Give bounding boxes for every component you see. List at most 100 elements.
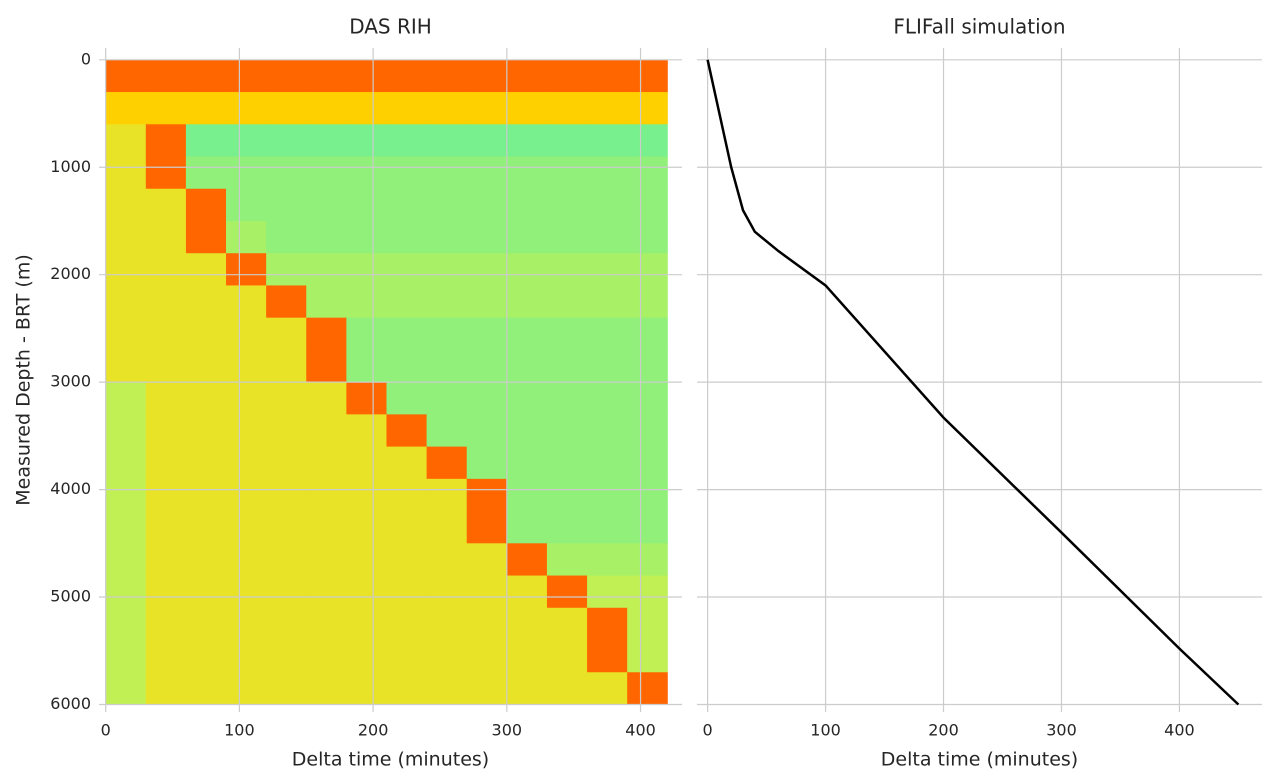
heatmap-cell: [266, 640, 307, 673]
heatmap-cell: [466, 220, 508, 254]
heatmap-cell: [386, 446, 428, 480]
heatmap-cell: [546, 511, 588, 544]
heatmap-cell: [266, 672, 307, 705]
heatmap-cell: [386, 188, 428, 222]
heatmap-cell: [105, 672, 147, 705]
heatmap-cell: [426, 253, 468, 286]
heatmap-cell: [587, 543, 628, 577]
heatmap-cell: [266, 478, 307, 512]
heatmap-cell: [546, 382, 588, 415]
heatmap-cell: [386, 59, 428, 93]
heatmap-cell: [627, 253, 668, 286]
y-tick-label: 2000: [50, 264, 91, 283]
heatmap-cell: [185, 511, 227, 544]
heatmap-cell: [386, 317, 428, 351]
heatmap-cell: [587, 317, 628, 351]
heatmap-cell: [105, 188, 147, 222]
heatmap-cell: [627, 188, 668, 222]
heatmap-cell: [226, 317, 267, 351]
heatmap-cell: [587, 607, 628, 641]
heatmap-cell: [306, 59, 347, 93]
heatmap-cell: [587, 124, 628, 158]
heatmap-cell: [185, 124, 227, 158]
heatmap-cell: [226, 478, 267, 512]
heatmap-cell: [627, 156, 668, 190]
heatmap-cell: [546, 92, 588, 125]
heatmap-cell: [145, 382, 187, 415]
heatmap-cell: [306, 511, 347, 544]
heatmap-cell: [105, 220, 147, 254]
heatmap-cell: [185, 446, 227, 480]
heatmap-cell: [627, 220, 668, 254]
heatmap-cell: [627, 285, 668, 319]
chart-title: FLIFall simulation: [893, 15, 1065, 39]
heatmap-cell: [185, 188, 227, 222]
heatmap-cell: [506, 511, 548, 544]
heatmap-cell: [466, 156, 508, 190]
heatmap-cell: [546, 317, 588, 351]
heatmap-cell: [466, 446, 508, 480]
heatmap-cell: [226, 156, 267, 190]
heatmap-cell: [587, 672, 628, 705]
heatmap-cell: [185, 285, 227, 319]
heatmap-cell: [226, 59, 267, 93]
heatmap-cell: [546, 640, 588, 673]
heatmap-cell: [145, 414, 187, 448]
heatmap-cell: [226, 575, 267, 609]
heatmap-cell: [346, 253, 387, 286]
heatmap-cell: [266, 188, 307, 222]
heatmap-cell: [466, 124, 508, 158]
heatmap-cell: [105, 59, 147, 93]
heatmap-cell: [587, 478, 628, 512]
heatmap-cell: [346, 188, 387, 222]
heatmap-cell: [627, 446, 668, 480]
heatmap-cell: [386, 220, 428, 254]
heatmap-cell: [226, 607, 267, 641]
heatmap-cell: [466, 317, 508, 351]
heatmap-cell: [266, 382, 307, 415]
heatmap-cell: [466, 607, 508, 641]
heatmap-cell: [426, 156, 468, 190]
heatmap-cell: [386, 156, 428, 190]
heatmap-cell: [185, 59, 227, 93]
heatmap-cell: [145, 188, 187, 222]
heatmap-cell: [386, 607, 428, 641]
heatmap-cell: [105, 607, 147, 641]
heatmap-cell: [627, 59, 668, 93]
heatmap-cell: [546, 414, 588, 448]
heatmap-cell: [346, 382, 387, 415]
heatmap-cell: [386, 478, 428, 512]
heatmap-cell: [506, 640, 548, 673]
heatmap-cell: [185, 414, 227, 448]
heatmap-cell: [426, 640, 468, 673]
heatmap-cell: [346, 446, 387, 480]
heatmap-cell: [587, 414, 628, 448]
heatmap-cell: [506, 156, 548, 190]
heatmap-cell: [506, 253, 548, 286]
x-axis-label: Delta time (minutes): [881, 749, 1078, 771]
heatmap-cell: [506, 543, 548, 577]
heatmap-cell: [346, 92, 387, 125]
heatmap-cell: [587, 92, 628, 125]
heatmap-cell: [466, 575, 508, 609]
y-tick-label: 0: [81, 49, 91, 68]
heatmap-cell: [266, 543, 307, 577]
heatmap-cell: [546, 607, 588, 641]
heatmap-cell: [627, 414, 668, 448]
heatmap-cell: [386, 349, 428, 383]
heatmap-cell: [627, 607, 668, 641]
heatmap-cell: [226, 285, 267, 319]
heatmap-cell: [105, 382, 147, 415]
heatmap-cell: [105, 511, 147, 544]
heatmap-cell: [627, 543, 668, 577]
heatmap-cell: [306, 575, 347, 609]
heatmap-cell: [266, 124, 307, 158]
x-tick-label: 0: [703, 721, 713, 740]
heatmap-cell: [185, 220, 227, 254]
heatmap-cell: [587, 640, 628, 673]
heatmap-cell: [627, 92, 668, 125]
heatmap-cell: [226, 188, 267, 222]
heatmap-cell: [266, 285, 307, 319]
heatmap-cell: [466, 414, 508, 448]
heatmap-cell: [546, 188, 588, 222]
